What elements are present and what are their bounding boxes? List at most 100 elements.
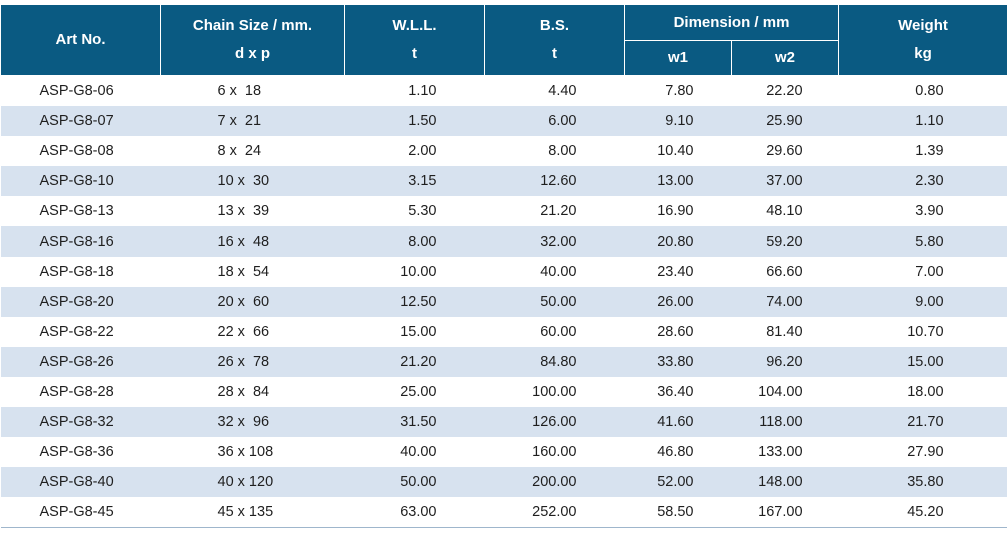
cell-wll: 1.50 [344, 106, 485, 137]
cell-bs: 40.00 [540, 263, 577, 280]
cell-chain-size: 26 x 78 [160, 346, 345, 377]
cell-chain-size: 28 x 84 [217, 383, 270, 400]
cell-wll: 3.15 [344, 166, 485, 197]
cell-wll: 31.50 [344, 407, 485, 438]
table-row: ASP-G8-06 6 x 18 1.10 4.40 7.80 22.20 0.80 [1, 76, 1007, 107]
cell-w2: 167.00 [731, 497, 839, 529]
cell-bs: 100.00 [532, 383, 577, 400]
cell-art-no: ASP-G8-13 [39, 203, 114, 220]
cell-weight: 18.00 [907, 383, 944, 400]
cell-bs: 32.00 [484, 226, 625, 257]
cell-weight: 35.80 [838, 467, 1007, 498]
table-header: Art No. Chain Size / mm. d x p W.L.L. t … [0, 4, 1007, 76]
cell-wll: 2.00 [408, 143, 437, 160]
header-chain-size-label: Chain Size / mm. [192, 17, 313, 34]
cell-wll: 5.30 [408, 203, 437, 220]
cell-chain-size: 16 x 48 [160, 226, 345, 257]
cell-art-no: ASP-G8-45 [0, 497, 161, 529]
cell-w1: 23.40 [657, 263, 694, 280]
table-row: ASP-G8-28 28 x 84 25.00 100.00 36.40 104.00 18… [1, 377, 1007, 407]
cell-art-no: ASP-G8-16 [0, 226, 161, 257]
header-wll-label: W.L.L. [392, 17, 437, 34]
header-chain-size-sub: d x p [234, 45, 270, 62]
cell-art-no: ASP-G8-18 [39, 263, 114, 280]
cell-wll: 1.10 [408, 83, 437, 100]
cell-bs: 8.00 [548, 143, 577, 160]
cell-wll: 25.00 [400, 383, 437, 400]
cell-w2: 148.00 [731, 467, 839, 498]
cell-w1: 26.00 [624, 286, 732, 317]
cell-art-no: ASP-G8-32 [0, 407, 161, 438]
cell-wll: 40.00 [400, 444, 437, 461]
header-weight: Weight kg [838, 4, 1007, 76]
header-wll: W.L.L. t [344, 4, 485, 76]
header-w2: w2 [730, 40, 840, 76]
cell-w2: 22.20 [766, 83, 803, 100]
cell-w1: 33.80 [624, 346, 732, 377]
cell-w1: 9.10 [624, 106, 732, 137]
cell-chain-size: 45 x 135 [160, 497, 345, 529]
header-bs: B.S. t [484, 4, 625, 76]
cell-chain-size: 13 x 39 [217, 203, 270, 220]
header-wll-unit: t [412, 45, 417, 62]
table-row: ASP-G8-16 16 x 48 8.00 32.00 20.80 59.20 5.80 [0, 226, 1007, 257]
cell-art-no: ASP-G8-40 [0, 467, 161, 498]
cell-w2: 66.60 [766, 263, 803, 280]
cell-chain-size: 8 x 24 [217, 143, 262, 160]
table-row: ASP-G8-13 13 x 39 5.30 21.20 16.90 48.10 3.90 [1, 196, 1007, 226]
table-row: ASP-G8-26 26 x 78 21.20 84.80 33.80 96.20 15.0… [0, 346, 1007, 377]
table-row: ASP-G8-40 40 x 120 50.00 200.00 52.00 148.00 3… [0, 467, 1007, 498]
cell-w2: 74.00 [731, 286, 839, 317]
table-row: ASP-G8-45 45 x 135 63.00 252.00 58.50 167.00 4… [0, 497, 1007, 529]
cell-w1: 36.40 [657, 383, 694, 400]
cell-weight: 0.80 [915, 83, 944, 100]
cell-bs: 12.60 [484, 166, 625, 197]
cell-bs: 4.40 [548, 83, 577, 100]
cell-art-no: ASP-G8-22 [39, 323, 114, 340]
cell-w1: 58.50 [624, 497, 732, 529]
cell-w1: 41.60 [624, 407, 732, 438]
cell-chain-size: 10 x 30 [160, 166, 345, 197]
cell-w2: 118.00 [731, 407, 839, 438]
table-row: ASP-G8-22 22 x 66 15.00 60.00 28.60 81.40 10.7… [1, 317, 1007, 347]
header-weight-label: Weight [898, 17, 948, 34]
table-row: ASP-G8-10 10 x 30 3.15 12.60 13.00 37.00 2.30 [0, 166, 1007, 197]
cell-chain-size: 22 x 66 [217, 323, 270, 340]
chain-spec-table: Art No. Chain Size / mm. d x p W.L.L. t … [0, 4, 1007, 529]
table-row: ASP-G8-20 20 x 60 12.50 50.00 26.00 74.00 9.00 [0, 286, 1007, 317]
header-art-no: Art No. [0, 4, 161, 76]
cell-art-no: ASP-G8-36 [39, 444, 114, 461]
cell-bs: 21.20 [540, 203, 577, 220]
cell-w1: 16.90 [657, 203, 694, 220]
header-weight-unit: kg [914, 45, 932, 62]
table-row: ASP-G8-18 18 x 54 10.00 40.00 23.40 66.60 7.00 [1, 257, 1007, 287]
cell-w1: 46.80 [657, 444, 694, 461]
cell-weight: 9.00 [838, 286, 1007, 317]
cell-chain-size: 40 x 120 [160, 467, 345, 498]
cell-w2: 25.90 [731, 106, 839, 137]
cell-art-no: ASP-G8-06 [39, 83, 114, 100]
cell-w2: 81.40 [766, 323, 803, 340]
cell-weight: 5.80 [838, 226, 1007, 257]
header-art-no-label: Art No. [55, 31, 106, 48]
cell-w1: 10.40 [657, 143, 694, 160]
cell-weight: 10.70 [907, 323, 944, 340]
cell-chain-size: 36 x 108 [217, 444, 274, 461]
cell-weight: 2.30 [838, 166, 1007, 197]
table-row: ASP-G8-32 32 x 96 31.50 126.00 41.60 118.00 21… [0, 407, 1007, 438]
cell-w2: 133.00 [758, 444, 803, 461]
cell-wll: 50.00 [344, 467, 485, 498]
cell-wll: 21.20 [344, 346, 485, 377]
header-bs-label: B.S. [539, 17, 570, 34]
cell-chain-size: 6 x 18 [217, 83, 262, 100]
cell-weight: 15.00 [838, 346, 1007, 377]
cell-weight: 7.00 [915, 263, 944, 280]
cell-art-no: ASP-G8-07 [0, 106, 161, 137]
cell-w1: 28.60 [657, 323, 694, 340]
cell-bs: 50.00 [484, 286, 625, 317]
cell-art-no: ASP-G8-20 [0, 286, 161, 317]
cell-wll: 15.00 [400, 323, 437, 340]
cell-wll: 10.00 [400, 263, 437, 280]
header-dimension: Dimension / mm [623, 4, 840, 41]
cell-wll: 12.50 [344, 286, 485, 317]
